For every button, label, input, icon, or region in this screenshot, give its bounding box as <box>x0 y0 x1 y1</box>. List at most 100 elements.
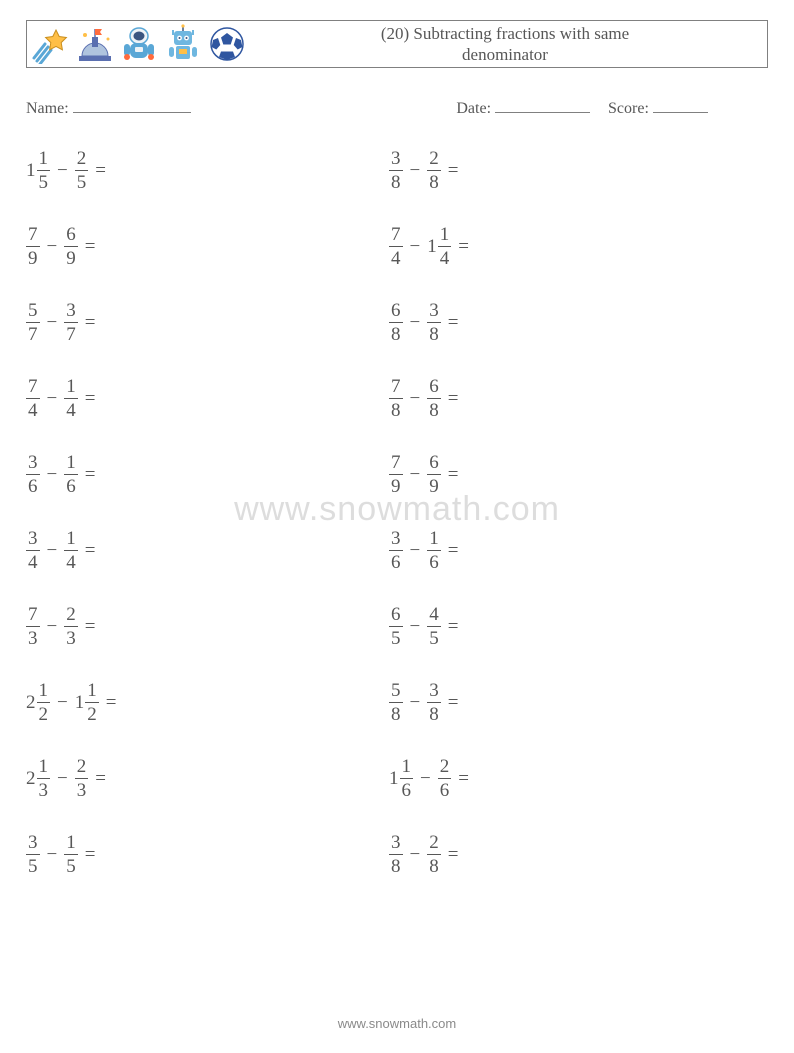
fraction-denominator: 5 <box>427 627 441 648</box>
fraction-denominator: 5 <box>75 171 89 192</box>
fraction: 16 <box>427 529 441 572</box>
fraction-numerator: 7 <box>26 225 40 246</box>
fraction-denominator: 4 <box>389 247 403 268</box>
fraction-numerator: 6 <box>427 377 441 398</box>
fraction-numerator: 3 <box>427 681 441 702</box>
fraction: 38 <box>427 301 441 344</box>
score-blank[interactable] <box>653 96 708 113</box>
minus-operator: − <box>57 768 68 790</box>
fraction-numerator: 1 <box>64 529 78 550</box>
fraction: 13 <box>37 757 51 800</box>
problem-row: 58−38= <box>389 680 768 726</box>
problem-row: 57−37= <box>26 300 389 346</box>
fraction-numerator: 5 <box>389 681 403 702</box>
name-blank[interactable] <box>73 96 191 113</box>
equals-sign: = <box>448 312 459 334</box>
fraction-denominator: 4 <box>64 551 78 572</box>
whole-number: 2 <box>26 768 36 790</box>
fraction: 69 <box>427 453 441 496</box>
fraction: 65 <box>389 605 403 648</box>
fraction: 23 <box>64 605 78 648</box>
fraction-denominator: 8 <box>389 855 403 876</box>
fraction-denominator: 3 <box>75 779 89 800</box>
minus-operator: − <box>410 692 421 714</box>
fraction: 35 <box>26 833 40 876</box>
score-label: Score: <box>608 100 649 117</box>
problem-row: 73−23 = <box>26 604 389 650</box>
fraction-denominator: 6 <box>26 475 40 496</box>
fraction-denominator: 8 <box>427 399 441 420</box>
footer-url: www.snowmath.com <box>0 1016 794 1031</box>
minus-operator: − <box>57 160 68 182</box>
fraction: 79 <box>26 225 40 268</box>
astronaut-icon <box>119 24 159 64</box>
fraction-denominator: 5 <box>26 855 40 876</box>
fraction-numerator: 7 <box>26 605 40 626</box>
equals-sign: = <box>458 768 469 790</box>
fraction: 38 <box>389 149 403 192</box>
fraction: 26 <box>438 757 452 800</box>
fraction-denominator: 8 <box>389 703 403 724</box>
fraction: 79 <box>389 453 403 496</box>
meta-row: Name: Date: Score: <box>26 96 768 118</box>
fraction-numerator: 2 <box>427 149 441 170</box>
fraction-denominator: 6 <box>427 551 441 572</box>
fraction-denominator: 8 <box>389 171 403 192</box>
name-label: Name: <box>26 100 69 117</box>
fraction-denominator: 8 <box>427 703 441 724</box>
minus-operator: − <box>47 312 58 334</box>
equals-sign: = <box>95 160 106 182</box>
minus-operator: − <box>57 692 68 714</box>
minus-operator: − <box>47 844 58 866</box>
fraction-numerator: 2 <box>427 833 441 854</box>
fraction-denominator: 9 <box>427 475 441 496</box>
fraction: 68 <box>389 301 403 344</box>
fraction-denominator: 4 <box>438 247 452 268</box>
fraction-numerator: 1 <box>85 681 99 702</box>
shooting-star-icon <box>31 24 71 64</box>
fraction: 15 <box>37 149 51 192</box>
problem-row: 78−68= <box>389 376 768 422</box>
fraction-numerator: 6 <box>389 605 403 626</box>
header-box: (20) Subtracting fractions with same den… <box>26 20 768 68</box>
fraction-numerator: 2 <box>64 605 78 626</box>
fraction-numerator: 3 <box>26 529 40 550</box>
equals-sign: = <box>85 616 96 638</box>
equals-sign: = <box>85 388 96 410</box>
minus-operator: − <box>47 388 58 410</box>
fraction-denominator: 8 <box>389 323 403 344</box>
fraction-denominator: 6 <box>64 475 78 496</box>
fraction: 73 <box>26 605 40 648</box>
problems-area: 115−25=79−69=57−37=74−14=36−16=34−14=73−… <box>26 148 768 878</box>
problem-row: 38−28= <box>389 832 768 878</box>
minus-operator: − <box>410 160 421 182</box>
fraction-numerator: 3 <box>26 833 40 854</box>
date-blank[interactable] <box>495 96 590 113</box>
fraction-numerator: 3 <box>26 453 40 474</box>
fraction: 78 <box>389 377 403 420</box>
fraction-denominator: 6 <box>400 779 414 800</box>
problem-row: 79−69= <box>389 452 768 498</box>
fraction: 23 <box>75 757 89 800</box>
worksheet-title: (20) Subtracting fractions with same den… <box>247 23 763 66</box>
fraction: 12 <box>85 681 99 724</box>
problems-col-left: 115−25=79−69=57−37=74−14=36−16=34−14=73−… <box>26 148 389 878</box>
problem-row: 212−112= <box>26 680 389 726</box>
minus-operator: − <box>410 312 421 334</box>
equals-sign: = <box>85 312 96 334</box>
minus-operator: − <box>410 464 421 486</box>
fraction-denominator: 5 <box>37 171 51 192</box>
title-line-1: (20) Subtracting fractions with same <box>381 24 629 43</box>
problem-row: 115−25= <box>26 148 389 194</box>
fraction-numerator: 7 <box>389 377 403 398</box>
fraction-numerator: 4 <box>427 605 441 626</box>
fraction-numerator: 6 <box>64 225 78 246</box>
problem-row: 79−69= <box>26 224 389 270</box>
fraction-denominator: 7 <box>64 323 78 344</box>
fraction-numerator: 3 <box>389 833 403 854</box>
fraction-denominator: 3 <box>37 779 51 800</box>
fraction-denominator: 8 <box>427 171 441 192</box>
minus-operator: − <box>47 616 58 638</box>
problem-row: 65−45= <box>389 604 768 650</box>
fraction: 34 <box>26 529 40 572</box>
